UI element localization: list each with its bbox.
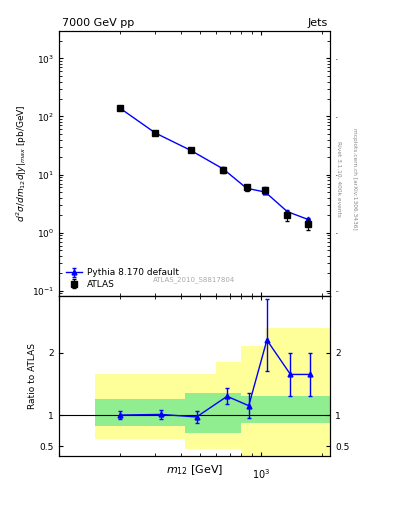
Y-axis label: $d^2\sigma/dm_{12}d|y|_{max}$ [pb/GeV]: $d^2\sigma/dm_{12}d|y|_{max}$ [pb/GeV]: [15, 105, 29, 222]
Text: Rivet 3.1.10, 400k events: Rivet 3.1.10, 400k events: [336, 141, 341, 217]
Text: 7000 GeV pp: 7000 GeV pp: [62, 18, 134, 28]
Y-axis label: Ratio to ATLAS: Ratio to ATLAS: [28, 343, 37, 409]
Text: ATLAS_2010_S8817804: ATLAS_2010_S8817804: [153, 276, 236, 283]
Text: $10^3$: $10^3$: [252, 467, 270, 481]
X-axis label: $m_{12}$ [GeV]: $m_{12}$ [GeV]: [166, 463, 223, 477]
Text: mcplots.cern.ch [arXiv:1306.3436]: mcplots.cern.ch [arXiv:1306.3436]: [352, 129, 357, 230]
Text: Jets: Jets: [307, 18, 327, 28]
Legend: Pythia 8.170 default, ATLAS: Pythia 8.170 default, ATLAS: [63, 266, 182, 292]
